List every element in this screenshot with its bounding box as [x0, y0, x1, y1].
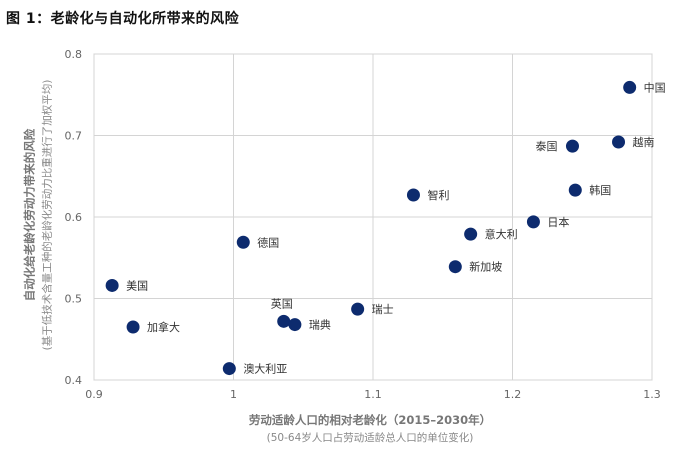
data-point: 韩国 — [568, 183, 611, 197]
y-tick-label: 0.6 — [65, 211, 83, 224]
y-tick-label: 0.7 — [65, 130, 83, 143]
data-point: 中国 — [623, 80, 666, 94]
data-point-label: 德国 — [257, 235, 279, 249]
data-point-marker — [623, 80, 637, 94]
data-point-label: 意大利 — [485, 227, 518, 241]
data-point: 加拿大 — [126, 320, 180, 334]
x-axis-subtitle: (50-64岁人口占劳动适龄总人口的单位变化) — [266, 432, 474, 444]
chart-ticks: 0.9 1 1.1 1.2 1.3 0.4 0.5 0.6 0.7 0.8 — [65, 48, 661, 401]
data-point-marker — [126, 320, 140, 334]
data-point-marker — [288, 318, 302, 332]
data-point: 美国 — [105, 278, 148, 292]
data-point-label: 英国 — [271, 296, 293, 310]
x-tick-label: 1.1 — [364, 388, 382, 401]
y-tick-label: 0.4 — [65, 374, 83, 387]
data-point-marker — [464, 227, 478, 241]
data-point: 澳大利亚 — [222, 362, 287, 376]
data-point: 泰国 — [535, 139, 579, 153]
data-point-marker — [526, 215, 540, 229]
y-axis-label: 自动化给老龄化劳动力带来的风险 (基于低技术含量工种的老龄化劳动力比重进行了加权… — [22, 45, 55, 385]
y-axis-title: 自动化给老龄化劳动力带来的风险 — [22, 128, 37, 302]
x-axis-label: 劳动适龄人口的相对老龄化（2015–2030年） (50-64岁人口占劳动适龄总… — [0, 412, 700, 445]
data-point-marker — [236, 235, 250, 249]
data-point-marker — [105, 278, 119, 292]
data-point-label: 澳大利亚 — [243, 362, 287, 376]
x-tick-label: 1 — [230, 388, 237, 401]
data-point: 意大利 — [464, 227, 518, 241]
data-point-label: 瑞典 — [309, 318, 331, 332]
x-tick-label: 0.9 — [85, 388, 103, 401]
data-point: 瑞典 — [288, 318, 331, 332]
data-point-label: 韩国 — [589, 183, 611, 197]
data-point-marker — [448, 260, 462, 274]
data-point-marker — [612, 135, 626, 149]
data-point: 越南 — [612, 135, 655, 149]
page-title: 图 1：老龄化与自动化所带来的风险 — [6, 11, 240, 27]
data-point-marker — [277, 314, 291, 328]
data-point-marker — [565, 139, 579, 153]
data-point: 智利 — [406, 188, 449, 202]
y-tick-label: 0.8 — [65, 48, 83, 61]
x-axis-title: 劳动适龄人口的相对老龄化（2015–2030年） — [248, 413, 492, 427]
data-point-label: 瑞士 — [372, 302, 394, 316]
data-point: 瑞士 — [351, 302, 394, 316]
data-point-marker — [406, 188, 420, 202]
data-point: 日本 — [526, 215, 569, 229]
data-point-marker — [568, 183, 582, 197]
data-point-marker — [222, 362, 236, 376]
data-point: 新加坡 — [448, 260, 502, 274]
data-point-label: 日本 — [547, 215, 569, 229]
data-point-label: 新加坡 — [469, 260, 502, 274]
data-point-label: 智利 — [427, 188, 449, 202]
y-axis-subtitle: (基于低技术含量工种的老龄化劳动力比重进行了加权平均) — [41, 79, 54, 351]
x-tick-label: 1.3 — [643, 388, 661, 401]
data-point-label: 泰国 — [535, 139, 557, 153]
y-tick-label: 0.5 — [65, 293, 83, 306]
data-point-label: 美国 — [126, 279, 148, 292]
data-point-label: 越南 — [633, 135, 655, 149]
data-point: 德国 — [236, 235, 279, 249]
data-point-label: 中国 — [644, 81, 666, 94]
x-tick-label: 1.2 — [504, 388, 522, 401]
data-point-marker — [351, 302, 365, 316]
chart-grid — [93, 53, 653, 381]
data-point-label: 加拿大 — [147, 320, 180, 334]
data-point: 英国 — [271, 296, 293, 328]
